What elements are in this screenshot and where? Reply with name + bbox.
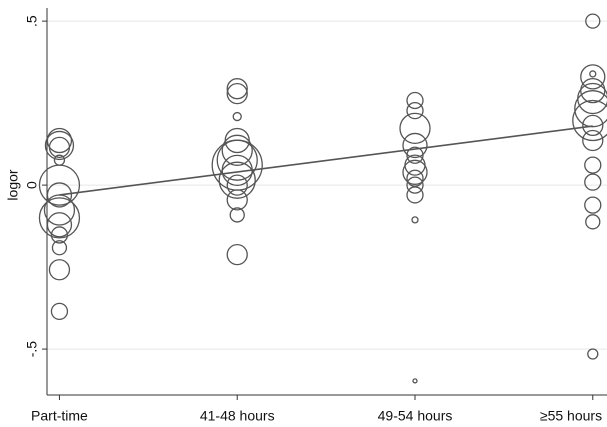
bubble — [226, 189, 248, 211]
bubble — [226, 78, 248, 100]
bubble — [46, 182, 73, 208]
fit-line — [59, 125, 593, 196]
bubble — [585, 13, 601, 29]
bubble — [402, 132, 428, 159]
bubble — [412, 378, 418, 384]
x-tick-label: 49-54 hours — [378, 408, 453, 424]
bubble — [38, 164, 81, 206]
bubble — [399, 112, 431, 145]
bubble — [406, 146, 424, 164]
bubble — [46, 212, 73, 238]
x-tick-label: 41-48 hours — [200, 408, 275, 424]
x-tick-label: ≥55 hours — [540, 408, 602, 424]
bubble — [43, 194, 76, 226]
bubble — [580, 77, 606, 104]
bubble — [402, 159, 428, 185]
y-tick-label: -.5 — [24, 341, 40, 358]
bubble — [218, 161, 256, 199]
bubble — [572, 99, 607, 142]
bubble — [580, 64, 606, 90]
y-tick-label: 0 — [24, 181, 40, 189]
bubble — [44, 130, 75, 161]
bubble — [53, 154, 66, 166]
y-tick-label: .5 — [24, 15, 40, 27]
bubble — [226, 243, 248, 266]
bubble — [585, 214, 601, 230]
bubble — [51, 240, 68, 256]
bubble — [50, 302, 69, 321]
bubble — [221, 134, 253, 166]
bubble — [584, 196, 602, 214]
bubble — [232, 111, 242, 122]
bubble — [582, 114, 604, 137]
bubble — [38, 197, 81, 239]
bubble — [50, 226, 69, 244]
bubble — [406, 91, 424, 110]
bubble — [406, 176, 424, 194]
bubble — [226, 82, 248, 105]
bubble — [584, 156, 602, 174]
bubble — [584, 173, 602, 191]
bubble — [589, 70, 597, 78]
bubble — [406, 169, 424, 187]
bubble — [406, 186, 424, 204]
bubble — [404, 154, 426, 176]
bubble — [582, 129, 604, 152]
bubble — [587, 348, 599, 360]
bubble — [226, 174, 248, 196]
bubble — [411, 216, 419, 224]
x-tick-label: Part-time — [31, 408, 88, 424]
bubble — [406, 102, 424, 120]
y-axis-label: logor — [5, 169, 21, 200]
bubble — [48, 136, 71, 159]
bubble — [48, 259, 71, 281]
bubble — [229, 207, 245, 223]
bubble — [46, 127, 73, 154]
